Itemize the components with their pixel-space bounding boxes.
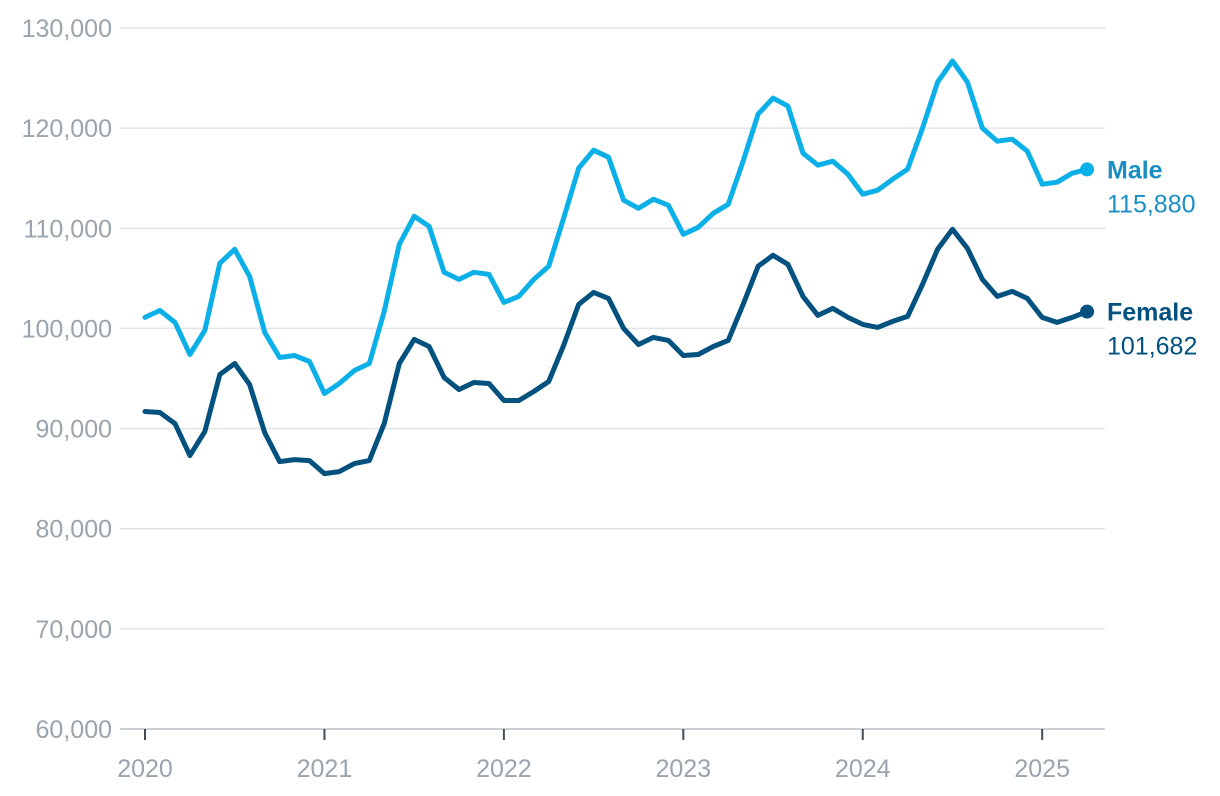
y-tick-label: 80,000 xyxy=(36,516,112,544)
male-series-name: Male xyxy=(1107,156,1163,184)
female-series-name: Female xyxy=(1107,299,1193,327)
x-tick-label: 2021 xyxy=(297,755,353,783)
y-tick-label: 130,000 xyxy=(22,15,112,43)
y-tick-label: 90,000 xyxy=(36,416,112,444)
x-tick-label: 2023 xyxy=(656,755,712,783)
y-tick-label: 100,000 xyxy=(22,315,112,343)
series-end-labels: Male 115,880 Female 101,682 xyxy=(1107,156,1197,360)
y-axis-ticks: 60,000 70,000 80,000 90,000 100,000 110,000 12… xyxy=(22,15,112,744)
y-tick-label: 110,000 xyxy=(23,215,112,243)
female-end-point xyxy=(1080,304,1095,319)
female-end-value: 101,682 xyxy=(1107,333,1197,361)
male-end-value: 115,880 xyxy=(1107,190,1196,218)
female-series-line xyxy=(142,226,1090,477)
x-tick-label: 2024 xyxy=(835,755,891,783)
x-axis-ticks: 2020 2021 2022 2023 2024 2025 xyxy=(117,729,1070,783)
x-tick-label: 2022 xyxy=(476,755,532,783)
series-lines xyxy=(142,58,1095,477)
x-tick-label: 2025 xyxy=(1014,755,1070,783)
y-tick-label: 120,000 xyxy=(22,115,112,143)
gridlines xyxy=(120,27,1105,630)
y-tick-label: 60,000 xyxy=(36,716,112,744)
y-tick-label: 70,000 xyxy=(36,616,112,644)
x-tick-label: 2020 xyxy=(117,755,173,783)
male-end-point xyxy=(1080,162,1095,177)
male-series-line xyxy=(142,58,1090,396)
